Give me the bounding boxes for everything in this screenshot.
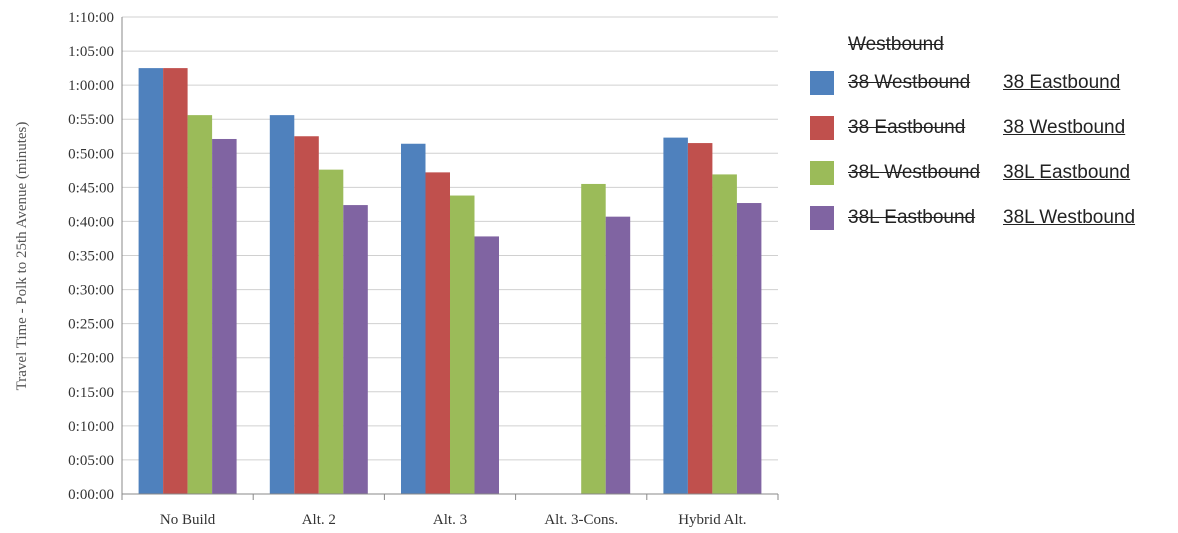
bar: [663, 137, 688, 494]
legend-label-revised: 38L Westbound: [1003, 206, 1136, 228]
legend-label-struck: 38 Westbound: [848, 71, 971, 93]
x-tick-label: Alt. 2: [302, 512, 336, 528]
y-tick-label: 0:00:00: [68, 487, 114, 503]
y-tick-label: 1:10:00: [68, 10, 114, 26]
x-tick-label: Alt. 3-Cons.: [544, 512, 618, 528]
legend-label-struck: 38 Eastbound: [848, 116, 966, 138]
x-tick-label: No Build: [160, 512, 216, 528]
legend-swatch: [810, 115, 834, 140]
y-tick-label: 0:35:00: [68, 249, 114, 265]
bar: [212, 138, 237, 494]
y-tick-label: 0:20:00: [68, 351, 114, 367]
y-tick-label: 0:30:00: [68, 283, 114, 299]
bar: [687, 143, 713, 495]
x-tick-label: Alt. 3: [433, 512, 467, 528]
legend-title: Westbound: [848, 34, 944, 55]
bar: [294, 136, 319, 494]
bar: [401, 143, 426, 494]
bar: [712, 174, 737, 494]
y-tick-label: 0:15:00: [68, 385, 114, 401]
bar: [450, 195, 475, 494]
legend-item: 38L Westbound 38L Eastbound: [810, 150, 1135, 195]
bar: [343, 205, 368, 494]
bar: [474, 236, 499, 495]
legend-label-revised: 38 Eastbound: [1003, 71, 1121, 93]
legend-label-revised: 38L Eastbound: [1003, 161, 1131, 183]
y-tick-labels: 0:00:00 0:05:00 0:10:00 0:15:00 0:20:00 0:25:…: [68, 10, 114, 503]
y-tick-label: 0:55:00: [68, 112, 114, 128]
legend-item: 38 Eastbound 38 Westbound: [810, 105, 1135, 150]
legend-swatch: [810, 205, 834, 230]
bar: [187, 115, 213, 494]
y-tick-label: 0:25:00: [68, 317, 114, 333]
bar: [269, 115, 295, 494]
legend-swatch: [810, 70, 834, 95]
y-tick-label: 0:45:00: [68, 180, 114, 196]
y-tick-label: 0:10:00: [68, 419, 114, 435]
legend-swatch: [810, 160, 834, 185]
bar: [163, 68, 188, 494]
bar: [318, 169, 344, 494]
y-tick-label: 0:50:00: [68, 146, 114, 162]
legend-label-struck: 38L Westbound: [848, 161, 981, 183]
legend-item: 38 Westbound 38 Eastbound: [810, 60, 1135, 105]
legend: Westbound 38 Westbound 38 Eastbound 38 Eas…: [810, 30, 1135, 240]
y-tick-label: 1:05:00: [68, 44, 114, 60]
y-tick-label: 1:00:00: [68, 78, 114, 94]
axes: [121, 17, 779, 500]
bar: [736, 203, 762, 494]
bar: [581, 183, 606, 494]
bar: [605, 216, 631, 494]
x-tick-labels: No Build Alt. 2 Alt. 3 Alt. 3-Cons. Hybrid A…: [160, 512, 747, 528]
y-tick-label: 0:40:00: [68, 214, 114, 230]
bar: [138, 68, 164, 494]
y-tick-label: 0:05:00: [68, 453, 114, 469]
legend-label-revised: 38 Westbound: [1003, 116, 1126, 138]
bars: [138, 68, 762, 495]
legend-label-struck: 38L Eastbound: [848, 206, 976, 228]
bar: [425, 172, 450, 494]
legend-item: 38L Eastbound 38L Westbound: [810, 195, 1135, 240]
y-axis-label: Travel Time - Polk to 25th Avenue (minut…: [14, 122, 30, 391]
x-tick-label: Hybrid Alt.: [678, 512, 746, 528]
legend-items: 38 Westbound 38 Eastbound 38 Eastbound 38 W…: [810, 60, 1135, 240]
